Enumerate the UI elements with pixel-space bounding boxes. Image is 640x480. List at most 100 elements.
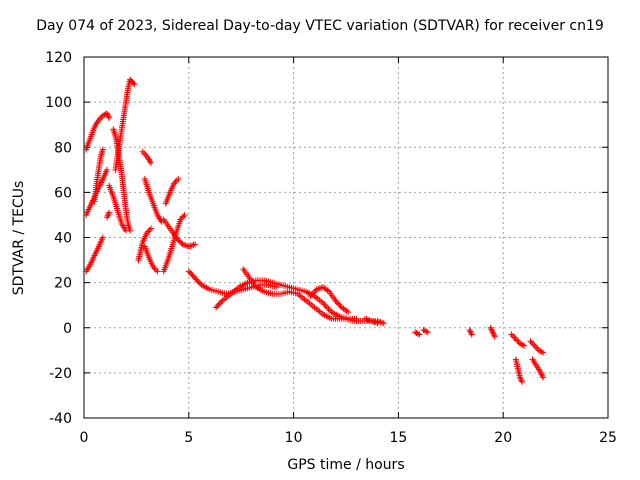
y-tick-label: 0 — [63, 321, 72, 337]
data-point-marker — [139, 148, 146, 155]
y-tick-label: 120 — [45, 50, 72, 66]
data-point-marker — [540, 374, 547, 381]
y-tick-label: -20 — [49, 366, 72, 382]
data-point-marker — [192, 275, 199, 282]
data-point-marker — [533, 344, 540, 351]
data-point-marker — [468, 331, 475, 338]
y-tick-label: 40 — [54, 231, 72, 247]
data-point-marker — [514, 337, 521, 344]
data-point-marker — [508, 331, 515, 338]
data-point-marker — [491, 333, 498, 340]
data-point-marker — [468, 330, 475, 337]
data-point-marker — [180, 213, 187, 220]
data-point-marker — [192, 241, 199, 248]
data-point-marker — [414, 330, 421, 337]
data-point-marker — [99, 146, 106, 153]
data-point-marker — [188, 242, 195, 249]
data-point-marker — [173, 177, 180, 184]
data-point-marker — [130, 79, 137, 86]
y-tick-label: 80 — [54, 140, 72, 156]
data-point-marker — [195, 279, 202, 286]
data-point-marker — [214, 303, 221, 310]
data-point-marker — [530, 341, 537, 348]
data-point-marker — [189, 272, 196, 279]
y-tick-label: 60 — [54, 185, 72, 201]
data-point-marker — [190, 273, 197, 280]
data-point-marker — [154, 268, 161, 275]
data-point-marker — [519, 378, 526, 385]
x-tick-label: 10 — [285, 430, 303, 446]
data-point-marker — [324, 304, 331, 311]
data-point-marker — [335, 300, 342, 307]
data-point-marker — [141, 150, 148, 157]
data-point-marker — [511, 334, 518, 341]
data-point-marker — [308, 291, 315, 298]
data-point-marker — [380, 320, 387, 327]
data-point-marker — [175, 237, 182, 244]
data-point-marker — [332, 297, 339, 304]
data-point-marker — [185, 268, 192, 275]
data-point-marker — [333, 299, 340, 306]
data-point-marker — [413, 330, 420, 337]
data-point-marker — [336, 301, 343, 308]
data-point-marker — [528, 339, 535, 346]
data-point-marker — [345, 308, 352, 315]
data-point-marker — [374, 320, 381, 327]
data-point-marker — [174, 235, 181, 242]
data-point-marker — [424, 329, 431, 336]
data-point-marker — [377, 319, 384, 326]
data-point-marker — [176, 238, 183, 245]
data-point-marker — [307, 293, 314, 300]
data-point-marker — [215, 301, 222, 308]
data-point-marker — [421, 327, 428, 334]
data-point-marker — [106, 114, 113, 121]
data-point-marker — [152, 266, 159, 273]
data-point-marker — [538, 348, 545, 355]
data-point-marker — [540, 349, 547, 356]
y-tick-label: -40 — [49, 411, 72, 427]
data-point-marker — [325, 305, 332, 312]
x-tick-label: 20 — [494, 430, 512, 446]
x-tick-label: 0 — [80, 430, 89, 446]
data-point-marker — [521, 342, 528, 349]
data-point-marker — [104, 166, 111, 173]
data-point-marker — [213, 304, 220, 311]
data-point-marker — [131, 81, 138, 88]
data-point-marker — [194, 277, 201, 284]
data-point-marker — [105, 211, 112, 218]
data-point-marker — [187, 269, 194, 276]
data-point-marker — [218, 299, 225, 306]
data-point-marker — [512, 336, 519, 343]
data-point-marker — [127, 227, 134, 234]
data-point-marker — [321, 301, 328, 308]
data-point-marker — [181, 211, 188, 218]
x-tick-label: 15 — [389, 430, 407, 446]
data-point-marker — [519, 342, 526, 349]
data-point-marker — [416, 331, 423, 338]
x-tick-label: 25 — [599, 430, 617, 446]
x-tick-label: 5 — [184, 430, 193, 446]
data-point-marker — [106, 209, 113, 216]
data-point-marker — [423, 328, 430, 335]
chart-title: Day 074 of 2023, Sidereal Day-to-day VTE… — [36, 18, 604, 34]
data-point-marker — [216, 300, 223, 307]
data-point-marker — [311, 289, 318, 296]
data-point-marker — [309, 290, 316, 297]
data-point-marker — [173, 234, 180, 241]
y-tick-label: 100 — [45, 95, 72, 111]
data-point-marker — [527, 338, 534, 345]
data-point-marker — [146, 226, 153, 233]
data-point-marker — [322, 302, 329, 309]
data-point-marker — [531, 342, 538, 349]
data-point-marker — [99, 234, 106, 241]
data-points — [83, 76, 547, 385]
x-axis-label: GPS time / hours — [287, 457, 405, 473]
data-point-marker — [193, 276, 200, 283]
data-point-marker — [188, 271, 195, 278]
data-point-marker — [467, 328, 474, 335]
data-point-marker — [148, 225, 155, 232]
data-point-marker — [148, 160, 155, 167]
data-point-marker — [175, 175, 182, 182]
data-point-marker — [104, 212, 111, 219]
